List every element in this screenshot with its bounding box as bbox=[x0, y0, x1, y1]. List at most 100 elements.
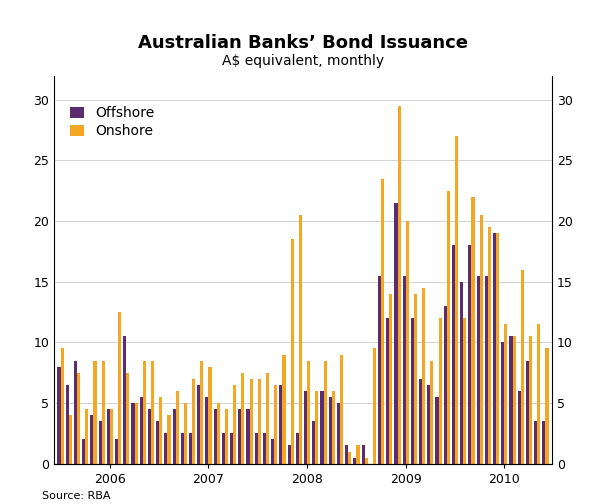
Bar bbox=[463, 318, 466, 464]
Bar bbox=[101, 360, 105, 464]
Bar bbox=[304, 391, 307, 464]
Bar bbox=[460, 282, 463, 464]
Bar bbox=[518, 391, 521, 464]
Bar bbox=[356, 446, 359, 464]
Bar bbox=[419, 379, 422, 464]
Bar bbox=[452, 245, 455, 464]
Bar bbox=[151, 360, 154, 464]
Bar bbox=[488, 227, 491, 464]
Bar bbox=[217, 403, 220, 464]
Bar bbox=[115, 439, 118, 464]
Bar bbox=[287, 446, 290, 464]
Bar bbox=[69, 415, 72, 464]
Bar bbox=[501, 342, 505, 464]
Bar bbox=[312, 421, 316, 464]
Bar bbox=[323, 360, 326, 464]
Bar bbox=[65, 385, 69, 464]
Bar bbox=[493, 233, 496, 464]
Bar bbox=[85, 409, 88, 464]
Bar bbox=[469, 245, 472, 464]
Bar bbox=[411, 318, 414, 464]
Bar bbox=[529, 336, 532, 464]
Bar bbox=[389, 294, 392, 464]
Bar bbox=[447, 191, 450, 464]
Bar bbox=[479, 215, 483, 464]
Bar bbox=[534, 421, 537, 464]
Bar bbox=[337, 403, 340, 464]
Bar bbox=[258, 379, 261, 464]
Bar bbox=[422, 288, 425, 464]
Bar bbox=[123, 336, 127, 464]
Bar bbox=[94, 360, 97, 464]
Bar bbox=[98, 421, 101, 464]
Bar bbox=[509, 336, 512, 464]
Bar bbox=[127, 373, 130, 464]
Bar bbox=[455, 136, 458, 464]
Title: Australian Banks’ Bond Issuance: Australian Banks’ Bond Issuance bbox=[138, 34, 468, 52]
Bar bbox=[403, 276, 406, 464]
Bar bbox=[189, 433, 192, 464]
Bar bbox=[280, 385, 283, 464]
Text: Source: RBA: Source: RBA bbox=[42, 491, 110, 501]
Bar bbox=[316, 391, 319, 464]
Bar bbox=[362, 446, 365, 464]
Bar bbox=[545, 348, 548, 464]
Bar bbox=[537, 324, 541, 464]
Bar bbox=[148, 409, 151, 464]
Bar bbox=[140, 397, 143, 464]
Bar bbox=[238, 409, 241, 464]
Bar bbox=[340, 354, 343, 464]
Legend: Offshore, Onshore: Offshore, Onshore bbox=[66, 102, 158, 143]
Bar bbox=[263, 433, 266, 464]
Bar bbox=[521, 270, 524, 464]
Bar bbox=[254, 433, 258, 464]
Bar bbox=[345, 446, 348, 464]
Bar bbox=[58, 367, 61, 464]
Bar bbox=[406, 221, 409, 464]
Bar bbox=[542, 421, 545, 464]
Bar bbox=[485, 276, 488, 464]
Bar bbox=[271, 439, 274, 464]
Bar bbox=[274, 385, 277, 464]
Bar bbox=[526, 360, 529, 464]
Bar bbox=[230, 433, 233, 464]
Bar bbox=[176, 391, 179, 464]
Bar bbox=[476, 276, 479, 464]
Bar bbox=[296, 433, 299, 464]
Bar bbox=[222, 433, 225, 464]
Bar bbox=[82, 439, 85, 464]
Bar bbox=[247, 409, 250, 464]
Bar bbox=[436, 397, 439, 464]
Bar bbox=[107, 409, 110, 464]
Bar bbox=[512, 336, 515, 464]
Bar bbox=[443, 306, 447, 464]
Bar bbox=[184, 403, 187, 464]
Bar bbox=[208, 367, 212, 464]
Bar bbox=[299, 215, 302, 464]
Bar bbox=[214, 409, 217, 464]
Bar bbox=[156, 421, 159, 464]
Bar bbox=[394, 203, 398, 464]
Bar bbox=[167, 415, 170, 464]
Bar bbox=[250, 379, 253, 464]
Bar bbox=[353, 458, 356, 464]
Bar bbox=[430, 360, 433, 464]
Bar bbox=[386, 318, 389, 464]
Bar bbox=[131, 403, 134, 464]
Bar bbox=[427, 385, 430, 464]
Bar bbox=[283, 354, 286, 464]
Bar bbox=[241, 373, 244, 464]
Bar bbox=[225, 409, 228, 464]
Bar bbox=[505, 324, 508, 464]
Bar bbox=[320, 391, 323, 464]
Bar bbox=[348, 452, 352, 464]
Bar bbox=[159, 397, 163, 464]
Bar bbox=[439, 318, 442, 464]
Bar bbox=[381, 179, 384, 464]
Bar bbox=[307, 360, 310, 464]
Bar bbox=[414, 294, 417, 464]
Bar bbox=[233, 385, 236, 464]
Bar bbox=[61, 348, 64, 464]
Bar bbox=[332, 391, 335, 464]
Bar bbox=[118, 312, 121, 464]
